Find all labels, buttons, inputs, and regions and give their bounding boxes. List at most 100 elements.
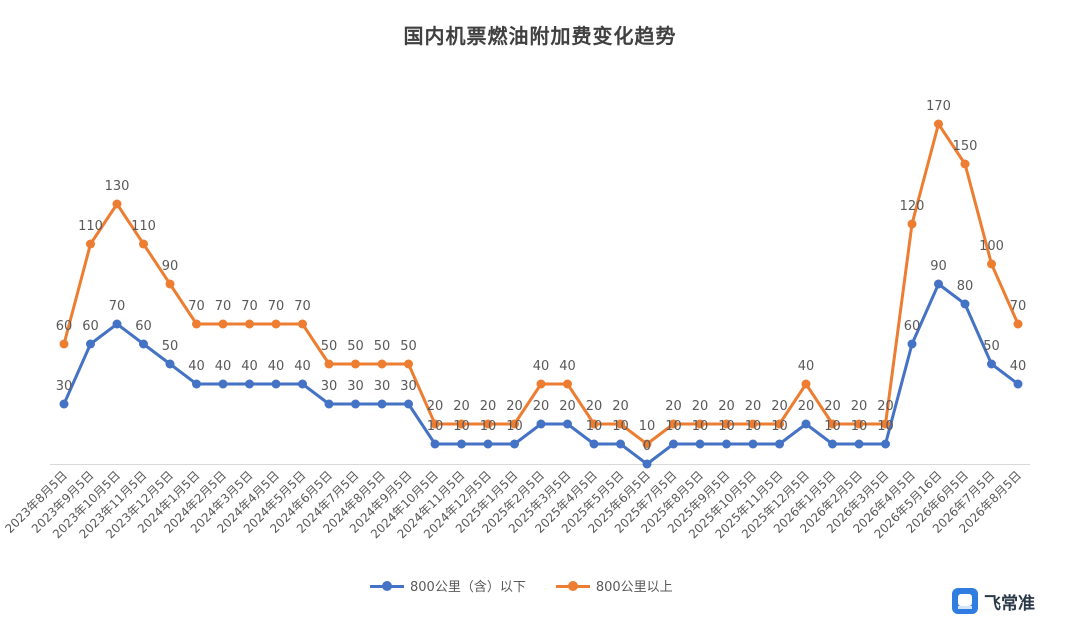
data-point-s1-22[interactable] [642,459,652,469]
data-point-s1-15[interactable] [457,439,466,449]
data-point-s2-35[interactable] [987,259,996,269]
data-point-s1-32[interactable] [907,339,917,349]
data-label-s2-7: 70 [241,299,258,314]
data-point-s1-5[interactable] [192,379,201,389]
data-point-s2-18[interactable] [536,379,546,389]
data-point-s2-31[interactable] [881,419,890,429]
data-point-s2-23[interactable] [669,419,678,429]
data-point-s1-27[interactable] [775,439,784,449]
data-point-s2-4[interactable] [165,279,175,289]
data-point-s1-30[interactable] [854,439,864,449]
data-point-s1-2[interactable] [112,319,122,329]
data-point-s1-9[interactable] [298,379,307,389]
data-label-s2-12: 50 [374,339,391,354]
data-label-s1-31: 10 [877,419,894,434]
data-label-s1-21: 10 [612,419,629,434]
data-point-s2-30[interactable] [854,419,864,429]
data-label-s1-36: 40 [1010,359,1027,374]
data-label-s2-28: 40 [798,359,815,374]
data-label-s1-1: 60 [82,319,99,334]
data-label-s2-30: 20 [851,399,868,414]
data-point-s2-0[interactable] [59,339,69,349]
data-label-s2-10: 50 [321,339,338,354]
data-point-s2-26[interactable] [748,419,758,429]
data-point-s1-13[interactable] [404,399,413,409]
data-label-s2-2: 130 [105,179,130,194]
data-label-s1-23: 10 [665,419,682,434]
data-point-s1-36[interactable] [1013,379,1023,389]
data-label-s1-35: 50 [983,339,1000,354]
data-point-s2-2[interactable] [112,199,122,209]
data-point-s2-21[interactable] [616,419,625,429]
data-point-s1-18[interactable] [536,419,546,429]
data-point-s2-32[interactable] [907,219,917,229]
data-label-s1-8: 40 [268,359,285,374]
data-point-s1-31[interactable] [881,439,890,449]
data-point-s1-8[interactable] [271,379,281,389]
data-point-s2-24[interactable] [695,419,705,429]
data-point-s2-3[interactable] [139,239,148,249]
data-point-s2-13[interactable] [404,359,413,369]
data-point-s2-5[interactable] [192,319,201,329]
data-point-s1-1[interactable] [86,339,95,349]
data-point-s1-26[interactable] [748,439,758,449]
data-point-s2-28[interactable] [801,379,811,389]
data-point-s2-25[interactable] [722,419,731,429]
data-point-s2-15[interactable] [457,419,466,429]
data-point-s2-1[interactable] [86,239,95,249]
data-label-s2-24: 20 [692,399,709,414]
data-point-s1-3[interactable] [139,339,148,349]
data-label-s2-11: 50 [347,339,364,354]
data-point-s1-23[interactable] [669,439,678,449]
data-point-s2-7[interactable] [245,319,254,329]
data-point-s1-33[interactable] [934,279,943,289]
data-point-s1-6[interactable] [218,379,228,389]
legend-item-series-2[interactable]: 800公里以上 [555,576,673,595]
data-point-s2-33[interactable] [934,119,943,129]
data-point-s2-6[interactable] [218,319,228,329]
data-point-s1-17[interactable] [510,439,519,449]
data-point-s2-11[interactable] [351,359,360,369]
data-point-s1-21[interactable] [616,439,625,449]
data-point-s2-9[interactable] [298,319,307,329]
data-point-s1-35[interactable] [987,359,996,369]
data-point-s1-24[interactable] [695,439,705,449]
data-point-s1-28[interactable] [801,419,811,429]
data-label-s2-21: 20 [612,399,629,414]
data-point-s1-25[interactable] [722,439,731,449]
data-point-s1-20[interactable] [589,439,599,449]
data-point-s1-4[interactable] [165,359,175,369]
data-label-s1-17: 10 [506,419,523,434]
data-point-s1-12[interactable] [377,399,387,409]
data-point-s2-14[interactable] [430,419,440,429]
data-point-s2-17[interactable] [510,419,519,429]
data-point-s1-14[interactable] [430,439,440,449]
data-point-s2-19[interactable] [563,379,572,389]
data-point-s1-16[interactable] [483,439,493,449]
data-point-s1-34[interactable] [960,299,970,309]
data-label-s2-27: 20 [771,399,788,414]
data-point-s2-29[interactable] [828,419,837,429]
data-point-s2-34[interactable] [960,159,970,169]
data-point-s1-29[interactable] [828,439,837,449]
data-point-s1-10[interactable] [324,399,334,409]
data-label-s2-16: 20 [480,399,497,414]
data-point-s2-12[interactable] [377,359,387,369]
data-label-s2-31: 20 [877,399,894,414]
plane-logo-icon [952,588,978,614]
data-point-s2-10[interactable] [324,359,334,369]
data-label-s1-16: 10 [480,419,497,434]
legend-item-series-1[interactable]: 800公里（含）以下 [370,576,526,595]
data-point-s2-20[interactable] [589,419,599,429]
data-point-s2-27[interactable] [775,419,784,429]
data-label-s1-22: 0 [643,439,651,454]
data-point-s1-0[interactable] [59,399,69,409]
data-point-s2-22[interactable] [642,439,652,449]
data-point-s1-7[interactable] [245,379,254,389]
data-point-s1-19[interactable] [563,419,572,429]
data-point-s2-36[interactable] [1013,319,1023,329]
data-point-s2-8[interactable] [271,319,281,329]
data-point-s2-16[interactable] [483,419,493,429]
data-label-s2-32: 120 [900,199,925,214]
data-point-s1-11[interactable] [351,399,360,409]
